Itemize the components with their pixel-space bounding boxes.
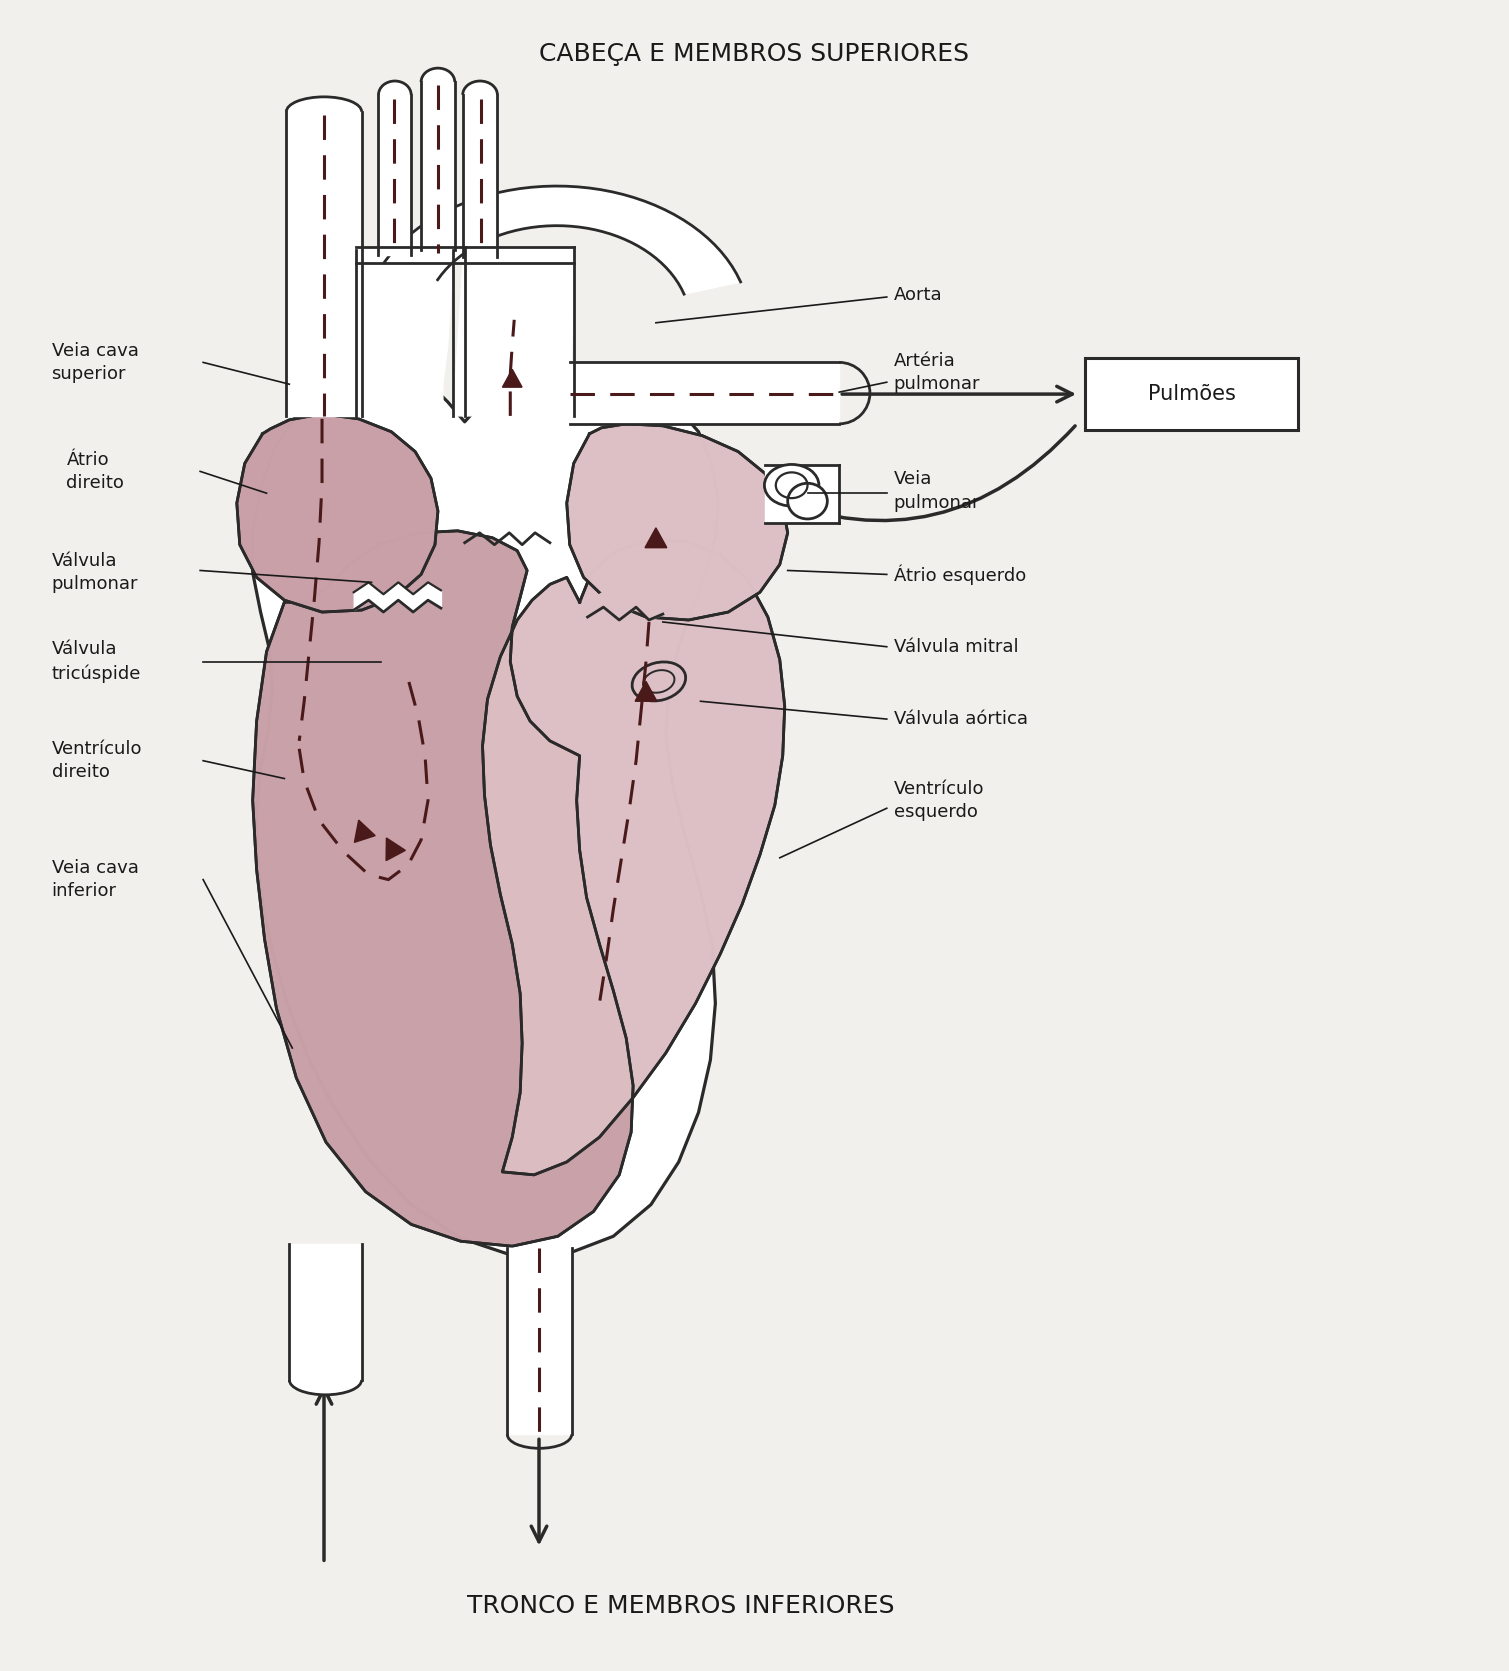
Polygon shape xyxy=(355,820,376,842)
Text: Átrio esquerdo: Átrio esquerdo xyxy=(893,565,1026,585)
Polygon shape xyxy=(463,95,498,257)
Text: Válvula
pulmonar: Válvula pulmonar xyxy=(51,551,137,593)
Text: Válvula aórtica: Válvula aórtica xyxy=(893,710,1028,729)
Polygon shape xyxy=(352,251,453,416)
Polygon shape xyxy=(252,356,718,1257)
Polygon shape xyxy=(507,1248,572,1434)
Polygon shape xyxy=(635,682,656,702)
Text: Válvula
tricúspide: Válvula tricúspide xyxy=(51,640,140,683)
Text: Átrio
direito: Átrio direito xyxy=(66,451,124,493)
Text: Ventrículo
direito: Ventrículo direito xyxy=(51,740,142,782)
Polygon shape xyxy=(287,112,362,416)
Polygon shape xyxy=(421,69,454,82)
Text: Artéria
pulmonar: Artéria pulmonar xyxy=(893,351,981,393)
Text: Veia
pulmonar: Veia pulmonar xyxy=(893,471,981,511)
Polygon shape xyxy=(567,424,788,620)
Polygon shape xyxy=(483,541,785,1175)
Text: Veia cava
superior: Veia cava superior xyxy=(51,341,139,383)
Text: Veia cava
inferior: Veia cava inferior xyxy=(51,859,139,901)
Polygon shape xyxy=(288,1380,364,1395)
Text: Pulmões: Pulmões xyxy=(1147,384,1236,404)
Polygon shape xyxy=(483,541,785,1175)
Polygon shape xyxy=(237,414,438,612)
Polygon shape xyxy=(290,1245,362,1380)
Polygon shape xyxy=(385,185,741,294)
Polygon shape xyxy=(386,837,406,861)
Polygon shape xyxy=(379,82,410,95)
Text: Aorta: Aorta xyxy=(893,286,942,304)
Ellipse shape xyxy=(788,483,827,520)
Text: Válvula mitral: Válvula mitral xyxy=(893,638,1019,655)
Polygon shape xyxy=(453,247,573,416)
Polygon shape xyxy=(252,531,634,1247)
Text: TRONCO E MEMBROS INFERIORES: TRONCO E MEMBROS INFERIORES xyxy=(466,1594,895,1618)
Polygon shape xyxy=(237,414,438,612)
Polygon shape xyxy=(644,528,667,548)
Text: CABEÇA E MEMBROS SUPERIORES: CABEÇA E MEMBROS SUPERIORES xyxy=(539,42,969,67)
Polygon shape xyxy=(421,82,454,251)
Polygon shape xyxy=(463,82,498,95)
Polygon shape xyxy=(765,466,839,523)
Ellipse shape xyxy=(765,465,819,506)
Polygon shape xyxy=(570,363,839,424)
Polygon shape xyxy=(287,97,362,112)
Polygon shape xyxy=(379,95,410,256)
Polygon shape xyxy=(252,531,634,1247)
Polygon shape xyxy=(502,369,522,388)
Ellipse shape xyxy=(632,662,685,700)
Text: Ventrículo
esquerdo: Ventrículo esquerdo xyxy=(893,780,984,820)
Polygon shape xyxy=(567,424,788,620)
FancyBboxPatch shape xyxy=(1085,359,1298,429)
Polygon shape xyxy=(356,247,573,264)
